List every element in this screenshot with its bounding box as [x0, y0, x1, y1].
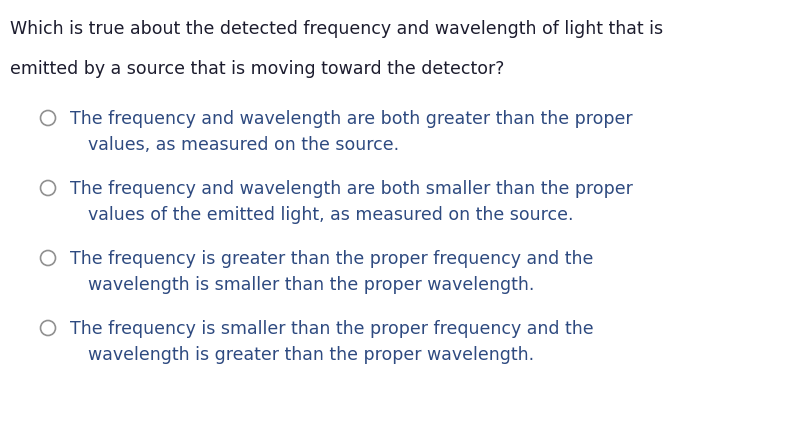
Text: The frequency is smaller than the proper frequency and the: The frequency is smaller than the proper… — [70, 320, 594, 338]
Text: The frequency is greater than the proper frequency and the: The frequency is greater than the proper… — [70, 250, 594, 268]
Text: The frequency and wavelength are both smaller than the proper: The frequency and wavelength are both sm… — [70, 180, 633, 198]
Text: wavelength is greater than the proper wavelength.: wavelength is greater than the proper wa… — [88, 346, 534, 364]
Text: values, as measured on the source.: values, as measured on the source. — [88, 136, 400, 154]
Text: emitted by a source that is moving toward the detector?: emitted by a source that is moving towar… — [10, 60, 504, 78]
Text: wavelength is smaller than the proper wavelength.: wavelength is smaller than the proper wa… — [88, 276, 535, 294]
Text: values of the emitted light, as measured on the source.: values of the emitted light, as measured… — [88, 206, 574, 224]
Text: The frequency and wavelength are both greater than the proper: The frequency and wavelength are both gr… — [70, 110, 633, 128]
Text: Which is true about the detected frequency and wavelength of light that is: Which is true about the detected frequen… — [10, 20, 663, 38]
